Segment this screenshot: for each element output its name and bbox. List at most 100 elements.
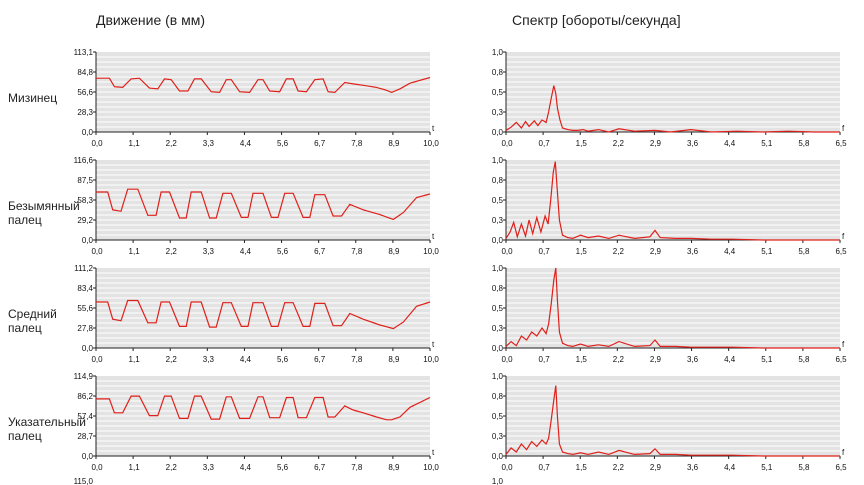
- x-tick-label: 0,7: [539, 463, 551, 472]
- motion-column-title: Движение (в мм): [96, 12, 206, 28]
- row-label-index: Указательный палец: [8, 415, 86, 443]
- x-tick-label: 6,7: [314, 139, 326, 148]
- y-tick-label: 0,0: [82, 452, 94, 461]
- series-line: [505, 161, 840, 241]
- x-tick-label: 1,5: [576, 355, 588, 364]
- x-tick-label: 0,0: [501, 139, 513, 148]
- y-tick-label: 0,8: [492, 68, 504, 77]
- x-tick-label: 5,6: [277, 139, 289, 148]
- x-axis-letter: f: [842, 448, 845, 457]
- x-tick-label: 3,6: [687, 139, 699, 148]
- x-tick-label: 8,9: [388, 247, 400, 256]
- x-tick-label: 7,8: [351, 247, 363, 256]
- x-tick-label: 4,4: [724, 247, 736, 256]
- x-axis-letter: f: [842, 340, 845, 349]
- x-tick-label: 10,0: [423, 463, 439, 472]
- x-tick-label: 2,9: [650, 247, 662, 256]
- x-tick-label: 2,2: [613, 355, 625, 364]
- x-tick-label: 2,9: [650, 355, 662, 364]
- x-tick-label: 7,8: [351, 139, 363, 148]
- x-tick-label: 4,4: [724, 463, 736, 472]
- y-tick-label: 0,3: [492, 432, 504, 441]
- series-line: [96, 76, 431, 94]
- x-tick-label: 2,2: [166, 139, 178, 148]
- y-tick-label: 0,0: [82, 236, 94, 245]
- y-tick-label: 114,9: [74, 372, 94, 381]
- y-tick-label: 0,3: [492, 324, 504, 333]
- y-tick-label: 0,3: [492, 108, 504, 117]
- x-tick-label: 3,3: [203, 247, 215, 256]
- x-tick-label: 1,5: [576, 139, 588, 148]
- x-tick-label: 6,7: [314, 355, 326, 364]
- x-tick-label: 5,8: [798, 463, 810, 472]
- x-tick-label: 5,6: [277, 247, 289, 256]
- x-tick-label: 5,6: [277, 355, 289, 364]
- x-tick-label: 2,2: [166, 463, 178, 472]
- y-tick-label: 0,0: [492, 452, 504, 461]
- y-tick-label: 83,4: [77, 284, 93, 293]
- x-tick-label: 1,1: [129, 463, 141, 472]
- y-tick-label: 0,5: [492, 88, 504, 97]
- x-tick-label: 4,4: [724, 139, 736, 148]
- x-tick-label: 2,9: [650, 139, 662, 148]
- x-tick-label: 5,1: [761, 247, 773, 256]
- x-tick-label: 0,0: [501, 463, 513, 472]
- series-line: [505, 85, 840, 133]
- x-tick-label: 0,0: [91, 247, 103, 256]
- y-tick-label: 116,6: [74, 156, 94, 165]
- y-tick-label: 0,8: [492, 392, 504, 401]
- y-tick-label: 0,8: [492, 284, 504, 293]
- x-axis-letter: t: [432, 124, 435, 133]
- x-tick-label: 6,5: [835, 463, 847, 472]
- x-tick-label: 3,3: [203, 355, 215, 364]
- x-axis-letter: f: [842, 232, 845, 241]
- spectrum-column-title: Спектр [обороты/секунда]: [512, 12, 681, 28]
- x-tick-label: 1,1: [129, 139, 141, 148]
- y-tick-label: 27,8: [77, 324, 93, 333]
- series-line: [505, 267, 840, 349]
- x-tick-label: 0,0: [91, 463, 103, 472]
- y-tick-label: 111,2: [74, 264, 93, 273]
- x-tick-label: 8,9: [388, 463, 400, 472]
- x-tick-label: 5,8: [798, 139, 810, 148]
- y-tick-label: 29,2: [77, 216, 93, 225]
- x-tick-label: 0,0: [501, 355, 513, 364]
- x-tick-label: 4,4: [240, 355, 252, 364]
- series-line: [96, 395, 431, 421]
- x-tick-label: 0,7: [539, 355, 551, 364]
- row-label-ring: Безымянный палец: [8, 199, 80, 227]
- y-tick-label: 28,7: [77, 432, 93, 441]
- x-tick-label: 7,8: [351, 463, 363, 472]
- y-tick-label: 58,3: [77, 196, 93, 205]
- y-tick-label: 55,6: [77, 304, 93, 313]
- series-line: [96, 299, 431, 330]
- x-tick-label: 0,0: [91, 139, 103, 148]
- x-tick-label: 5,8: [798, 355, 810, 364]
- y-tick-label: 1,0: [492, 264, 504, 273]
- y-tick-label: 0,5: [492, 196, 504, 205]
- y-tick-label: 0,0: [82, 344, 94, 353]
- x-tick-label: 1,5: [576, 247, 588, 256]
- x-tick-label: 0,0: [91, 355, 103, 364]
- x-tick-label: 6,5: [835, 247, 847, 256]
- series-line: [505, 385, 840, 457]
- x-tick-label: 8,9: [388, 355, 400, 364]
- y-tick-label: 0,3: [492, 216, 504, 225]
- x-tick-label: 5,1: [761, 355, 773, 364]
- x-tick-label: 10,0: [423, 355, 439, 364]
- y-tick-label: 113,1: [74, 48, 94, 57]
- x-axis-letter: t: [432, 232, 435, 241]
- x-tick-label: 10,0: [423, 139, 439, 148]
- x-tick-label: 3,6: [687, 463, 699, 472]
- y-tick-label: 0,0: [492, 236, 504, 245]
- x-tick-label: 6,7: [314, 247, 326, 256]
- x-tick-label: 5,1: [761, 463, 773, 472]
- x-tick-label: 6,7: [314, 463, 326, 472]
- x-tick-label: 2,9: [650, 463, 662, 472]
- y-tick-label: 0,0: [82, 128, 94, 137]
- x-tick-label: 5,8: [798, 247, 810, 256]
- y-tick-label: 28,3: [77, 108, 93, 117]
- y-tick-label: 86,2: [77, 392, 93, 401]
- x-tick-label: 2,2: [166, 355, 178, 364]
